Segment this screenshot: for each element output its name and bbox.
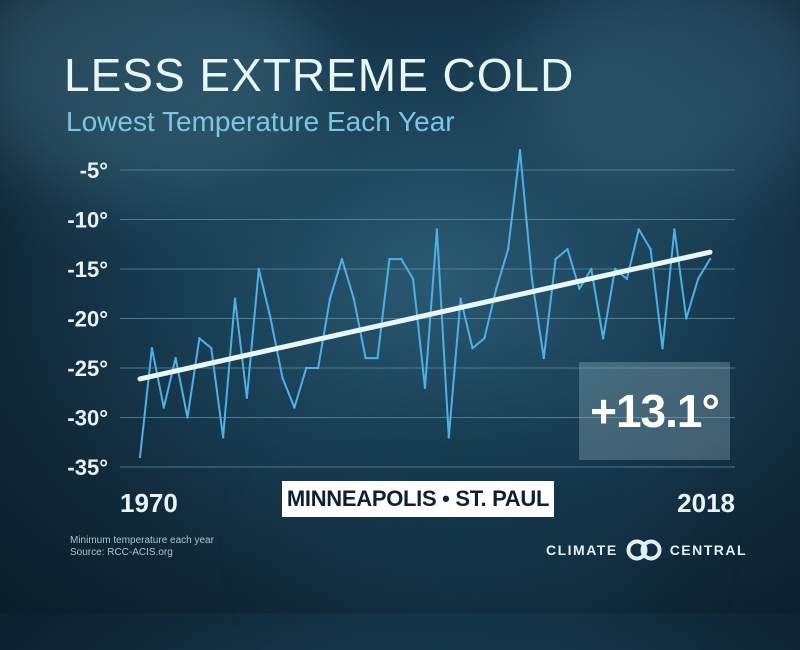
data-point xyxy=(198,337,201,340)
data-point xyxy=(447,436,450,439)
y-tick-label: -35° xyxy=(67,455,108,480)
data-point xyxy=(245,396,249,399)
data-point xyxy=(649,248,652,251)
data-point xyxy=(542,356,545,360)
y-tick-label: -10° xyxy=(67,208,108,233)
data-point xyxy=(364,356,367,360)
y-axis-ticks: -5° -10° -15° -20° -25° -30° -35° xyxy=(67,158,108,480)
data-point xyxy=(150,347,154,350)
footnote-source: Source: RCC-ACIS.org xyxy=(70,547,173,558)
data-point xyxy=(340,257,344,261)
change-badge: +13.1° xyxy=(579,362,730,460)
linked-rings-icon xyxy=(626,539,662,561)
y-tick-label: -25° xyxy=(67,356,108,381)
trend-line xyxy=(137,249,713,382)
data-point xyxy=(471,347,474,350)
x-tick-label: 2018 xyxy=(677,488,735,518)
data-point xyxy=(578,287,581,290)
data-point xyxy=(673,228,676,231)
data-point xyxy=(388,257,391,261)
footnote: Minimum temperature each year Source: RC… xyxy=(70,535,214,559)
data-point xyxy=(174,356,177,360)
data-point xyxy=(316,366,320,370)
data-point xyxy=(696,277,700,281)
chart-title: LESS EXTREME COLD xyxy=(64,49,575,101)
data-point xyxy=(411,277,415,281)
y-tick-label: -30° xyxy=(67,406,108,431)
data-point xyxy=(637,228,640,231)
data-point xyxy=(186,416,189,419)
data-point xyxy=(328,297,332,300)
footnote-description: Minimum temperature each year xyxy=(70,535,214,546)
data-point xyxy=(138,455,142,459)
data-point xyxy=(661,347,664,350)
data-point xyxy=(613,267,617,271)
data-point xyxy=(281,376,284,380)
data-point xyxy=(566,248,569,251)
data-point xyxy=(530,277,534,281)
data-point xyxy=(495,287,498,290)
data-point xyxy=(257,267,260,271)
data-point xyxy=(376,356,379,360)
series-minimum-temperature xyxy=(138,149,712,459)
data-point xyxy=(435,228,439,231)
trend-line-group xyxy=(137,249,713,382)
grid-lines xyxy=(120,169,735,468)
y-tick-label: -15° xyxy=(67,257,108,282)
change-value: +13.1° xyxy=(590,385,720,437)
data-point xyxy=(506,248,510,251)
brand-word-left: CLIMATE xyxy=(546,542,618,558)
data-point xyxy=(352,297,355,300)
data-point xyxy=(459,297,462,300)
data-point xyxy=(483,337,486,340)
data-point xyxy=(708,257,712,261)
data-point xyxy=(305,366,308,370)
data-point xyxy=(423,386,427,389)
data-point xyxy=(554,257,557,261)
data-point xyxy=(685,317,688,320)
data-point xyxy=(400,257,403,261)
data-point xyxy=(210,347,213,350)
chart-subtitle: Lowest Temperature Each Year xyxy=(66,106,455,137)
data-point xyxy=(293,406,296,409)
x-axis-ticks: 1970 2018 xyxy=(120,488,735,518)
x-tick-label: 1970 xyxy=(120,488,178,518)
data-point xyxy=(233,297,237,300)
location-label: MINNEAPOLIS • ST. PAUL xyxy=(282,481,554,517)
y-tick-label: -5° xyxy=(80,158,108,183)
data-point xyxy=(221,436,225,439)
y-tick-label: -20° xyxy=(67,307,108,332)
data-point xyxy=(625,277,629,281)
line-chart: -5° -10° -15° -20° -25° -30° -35° 1970 2018 xyxy=(67,149,735,518)
brand-word-right: CENTRAL xyxy=(669,542,748,558)
data-point xyxy=(162,406,165,409)
data-point xyxy=(518,149,522,152)
data-point xyxy=(601,337,605,340)
brand-logo: CLIMATE CENTRAL xyxy=(546,538,747,562)
data-point xyxy=(590,267,593,271)
data-point xyxy=(269,317,272,320)
